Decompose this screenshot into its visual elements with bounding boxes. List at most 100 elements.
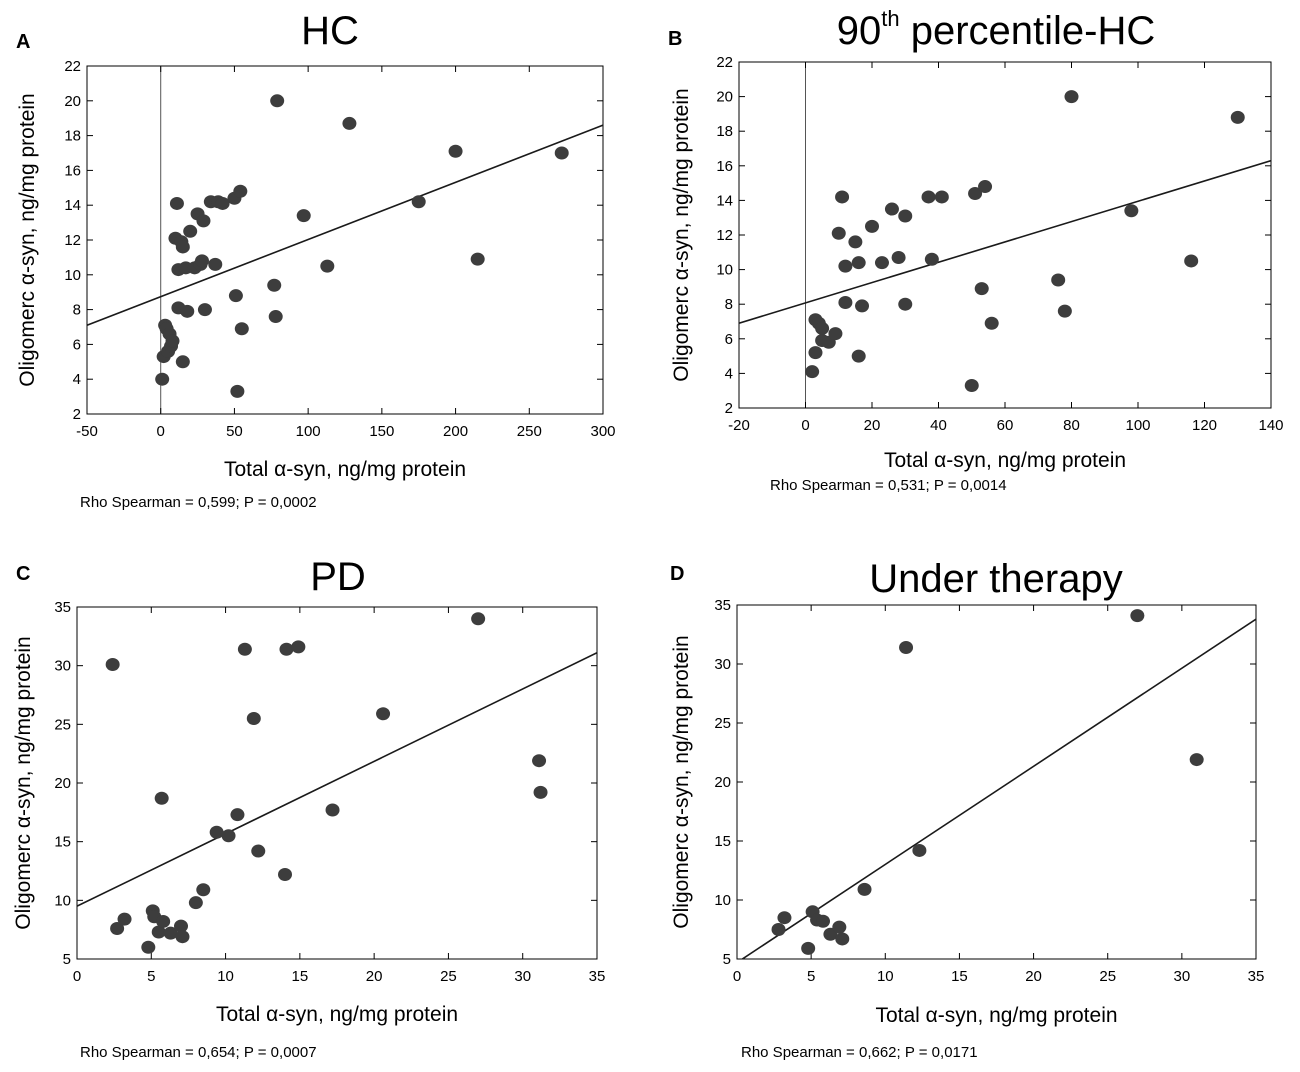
y-tick-label: 16 [64, 162, 81, 179]
x-tick-label: 0 [73, 968, 81, 985]
data-point [163, 926, 178, 940]
y-axis-label: Oligomerc α-syn, ng/mg protein [670, 635, 693, 928]
data-point [448, 144, 463, 158]
y-tick-label: 14 [64, 197, 81, 214]
y-tick-label: 2 [725, 400, 733, 417]
data-point [1230, 110, 1245, 124]
y-tick-label: 8 [725, 296, 733, 313]
x-tick-label: 10 [217, 968, 234, 985]
data-point [851, 256, 866, 270]
data-point [470, 252, 485, 266]
x-tick-label: 250 [517, 423, 542, 440]
data-point [1064, 90, 1079, 104]
x-axis-label: Total α-syn, ng/mg protein [216, 1003, 458, 1026]
data-point [267, 278, 282, 292]
spearman-annotation: Rho Spearman = 0,599; P = 0,0002 [80, 494, 317, 511]
data-point [921, 190, 936, 204]
spearman-annotation: Rho Spearman = 0,654; P = 0,0007 [80, 1044, 317, 1061]
x-tick-label: 100 [1125, 417, 1150, 434]
x-tick-label: 0 [733, 968, 741, 985]
data-point [183, 224, 198, 238]
data-point [165, 334, 180, 348]
data-point [1057, 304, 1072, 318]
data-point [934, 190, 949, 204]
data-point [376, 707, 391, 721]
data-point [188, 896, 203, 910]
x-tick-label: 35 [1248, 968, 1265, 985]
data-point [831, 226, 846, 240]
data-point [155, 372, 170, 386]
x-tick-label: 120 [1192, 417, 1217, 434]
x-tick-label: 60 [997, 417, 1014, 434]
y-tick-label: 6 [73, 336, 81, 353]
data-point [899, 640, 914, 654]
x-tick-label: 100 [296, 423, 321, 440]
x-tick-label: 5 [807, 968, 815, 985]
y-tick-label: 16 [716, 158, 733, 175]
data-point [805, 365, 820, 379]
y-tick-label: 35 [54, 599, 71, 616]
y-axis-label: Oligomerc α-syn, ng/mg protein [670, 88, 693, 381]
data-point [175, 240, 190, 254]
x-tick-label: 30 [514, 968, 531, 985]
data-point [533, 785, 548, 799]
data-point [325, 803, 340, 817]
data-point [832, 920, 847, 934]
data-point [848, 235, 863, 249]
regression-line [87, 124, 603, 327]
data-point [532, 754, 547, 768]
x-tick-label: -50 [76, 423, 98, 440]
y-tick-label: 18 [716, 123, 733, 140]
regression-line [77, 652, 597, 907]
panel-a: A HC -50 0 50 100 150 200 250 300 2 4 6 8 10 12 14 16 18 20… [16, 9, 616, 511]
y-tick-label: 6 [725, 331, 733, 348]
data-point [801, 941, 816, 955]
data-point [228, 289, 243, 303]
y-tick-label: 12 [716, 227, 733, 244]
x-tick-label: 10 [877, 968, 894, 985]
x-tick-label: 5 [147, 968, 155, 985]
data-point [835, 932, 850, 946]
data-point [771, 923, 786, 936]
data-point [151, 925, 166, 939]
data-point [777, 911, 792, 925]
data-point [411, 195, 426, 209]
data-point [169, 196, 184, 210]
data-point [230, 808, 245, 822]
x-tick-label: 200 [443, 423, 468, 440]
x-tick-label: 0 [157, 423, 165, 440]
data-point [194, 254, 209, 268]
data-point [978, 180, 993, 194]
y-tick-label: 25 [54, 716, 71, 733]
y-tick-label: 35 [714, 597, 731, 614]
data-point [865, 219, 879, 233]
data-point [884, 202, 899, 216]
data-point [209, 825, 224, 839]
x-tick-label: -20 [728, 417, 750, 434]
y-tick-label: 15 [54, 834, 71, 851]
spearman-annotation: Rho Spearman = 0,662; P = 0,0171 [741, 1044, 978, 1061]
data-point [874, 256, 889, 270]
x-tick-label: 25 [440, 968, 457, 985]
data-point [251, 844, 266, 858]
data-point [471, 612, 486, 626]
x-tick-label: 40 [930, 417, 947, 434]
data-point [342, 116, 357, 130]
data-point [141, 940, 156, 954]
data-point [1051, 273, 1066, 287]
panel-letter: B [668, 28, 682, 50]
x-tick-label: 15 [951, 968, 968, 985]
y-tick-label: 20 [54, 775, 71, 792]
data-point [1130, 609, 1145, 623]
data-point [270, 94, 285, 108]
data-point [964, 379, 979, 393]
y-tick-label: 25 [714, 715, 731, 732]
data-point [230, 384, 245, 398]
x-tick-label: 300 [590, 423, 615, 440]
x-tick-label: 50 [226, 423, 243, 440]
data-point [891, 250, 906, 264]
panel-b: B 90th percentile-HC -20 0 20 40 60 80 100 120 140… [668, 6, 1284, 494]
data-point [808, 346, 823, 360]
x-tick-label: 20 [1025, 968, 1042, 985]
